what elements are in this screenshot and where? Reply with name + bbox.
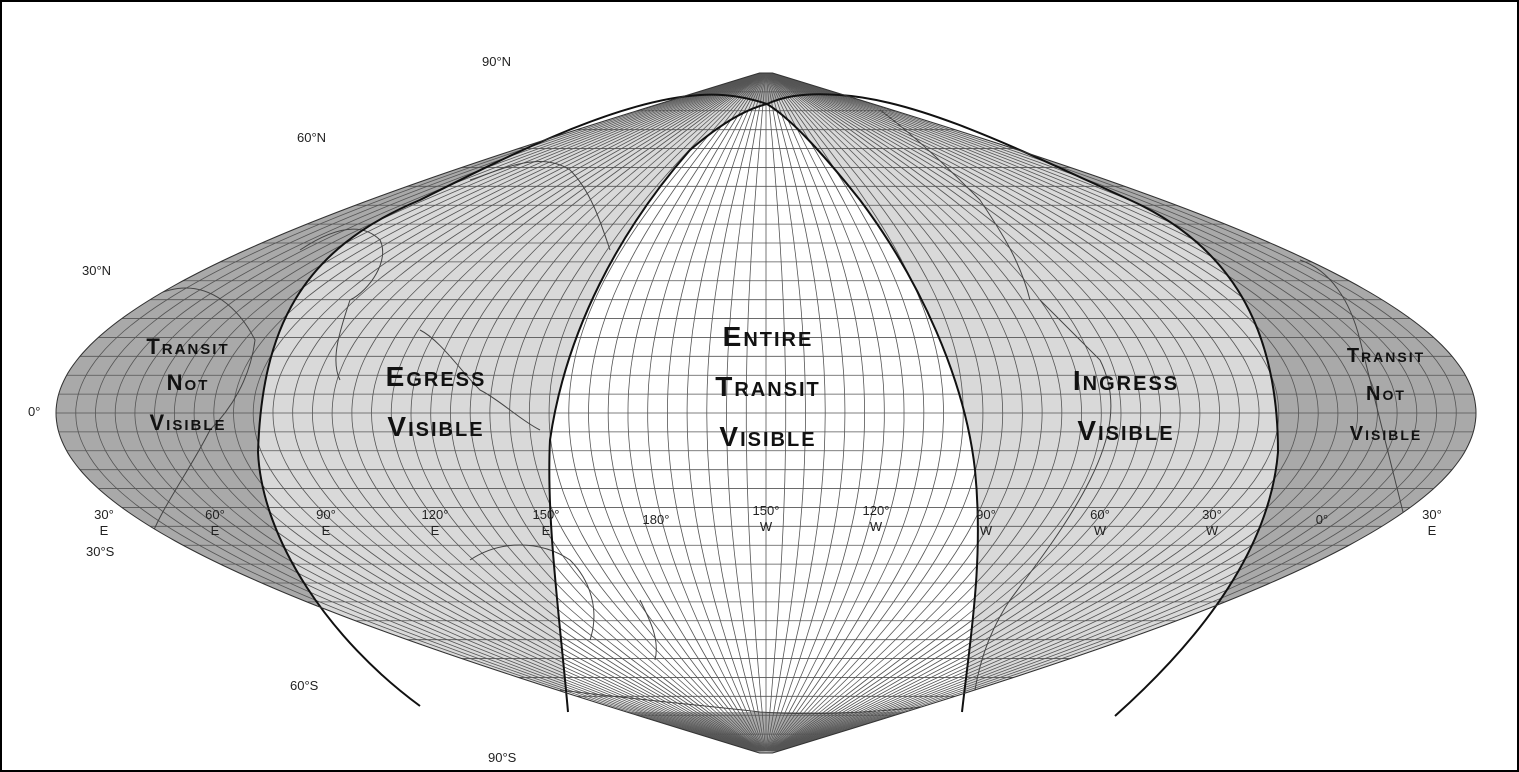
lon-label-30e: 30°	[94, 507, 114, 522]
lat-label-90n: 90°N	[482, 54, 511, 69]
zone-line: Transit	[715, 371, 821, 402]
zone-label-entire-transit: Entire Transit Visible	[715, 321, 821, 452]
lon-label-90e: 90°	[316, 507, 336, 522]
lat-label-0: 0°	[28, 404, 40, 419]
zone-line: Visible	[1350, 423, 1422, 445]
zone-line: Entire	[723, 321, 814, 352]
lon-label-150e: 150°	[533, 507, 560, 522]
zone-line: Egress	[386, 361, 487, 392]
lat-label-60s: 60°S	[290, 678, 319, 693]
zone-line: Visible	[1077, 415, 1174, 446]
zone-line: Not	[1366, 383, 1406, 405]
lon-label-150w: 150°	[753, 503, 780, 518]
lon-label-60e-hem: E	[211, 523, 220, 538]
lon-label-0: 0°	[1316, 512, 1328, 527]
lon-label-90e-hem: E	[322, 523, 331, 538]
lon-label-30w: 30°	[1202, 507, 1222, 522]
lon-label-30e-right-hem: E	[1428, 523, 1437, 538]
lon-label-120e: 120°	[422, 507, 449, 522]
lon-label-120e-hem: E	[431, 523, 440, 538]
lon-label-30e-right: 30°	[1422, 507, 1442, 522]
zone-line: Visible	[149, 410, 226, 435]
lon-label-90w-hem: W	[980, 523, 993, 538]
lon-label-150e-hem: E	[542, 523, 551, 538]
zone-line: Not	[167, 370, 210, 395]
lon-label-30w-hem: W	[1206, 523, 1219, 538]
lat-label-90s: 90°S	[488, 750, 517, 765]
lon-label-120w: 120°	[863, 503, 890, 518]
lon-label-150w-hem: W	[760, 519, 773, 534]
zone-line: Ingress	[1073, 365, 1179, 396]
lat-label-60n: 60°N	[297, 130, 326, 145]
zone-line: Visible	[387, 411, 484, 442]
zone-line: Visible	[719, 421, 816, 452]
lon-label-120w-hem: W	[870, 519, 883, 534]
lon-label-90w: 90°	[976, 507, 996, 522]
lon-label-60w-hem: W	[1094, 523, 1107, 538]
zone-line: Transit	[146, 334, 229, 359]
lon-label-180: 180°	[643, 512, 670, 527]
zone-line: Transit	[1347, 345, 1425, 367]
lon-label-60w: 60°	[1090, 507, 1110, 522]
lon-label-60e: 60°	[205, 507, 225, 522]
lat-label-30s: 30°S	[86, 544, 115, 559]
lon-label-30e-hem: E	[100, 523, 109, 538]
lat-label-30n: 30°N	[82, 263, 111, 278]
